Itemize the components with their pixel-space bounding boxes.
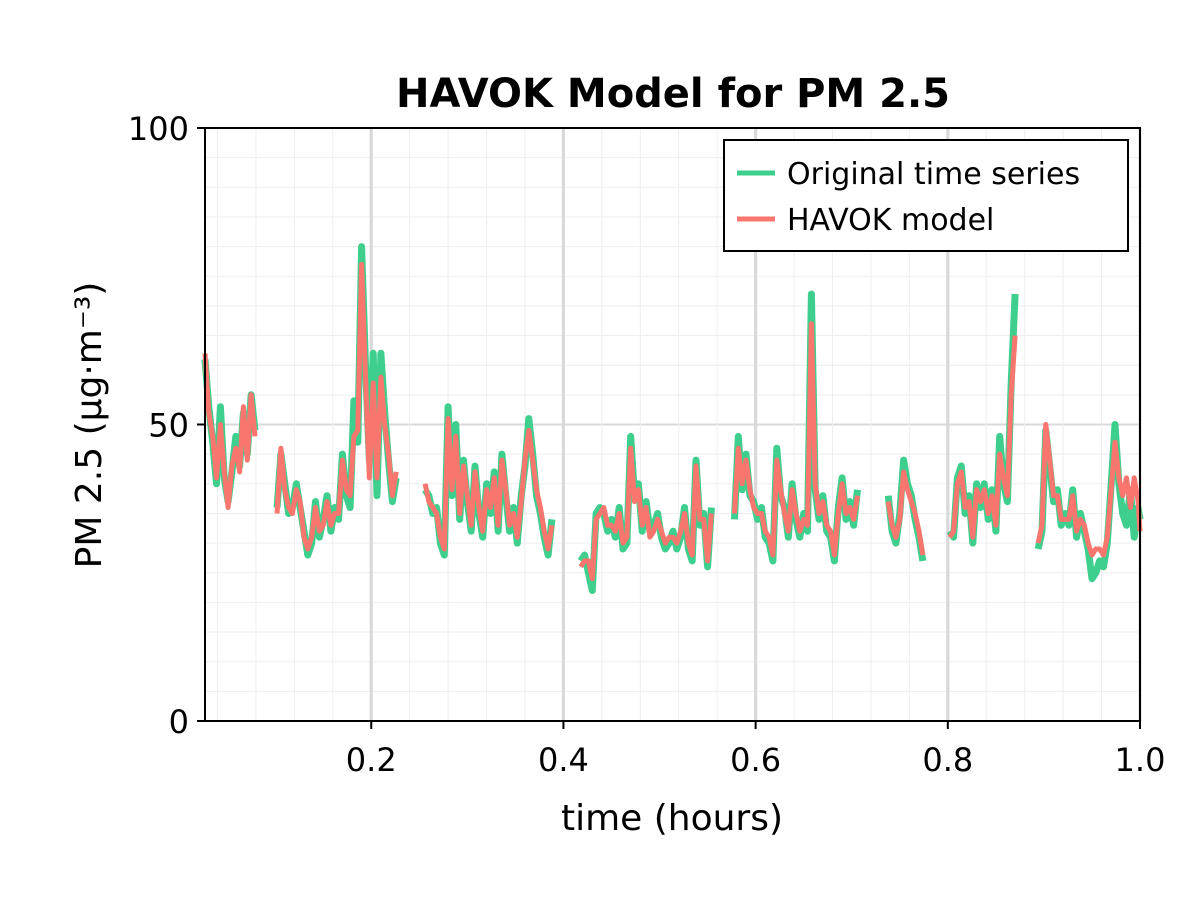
x-axis-label: time (hours) (561, 798, 783, 839)
x-tick-label: 1.0 (1115, 741, 1166, 779)
series-havok-segment (1035, 422, 1143, 558)
y-axis-label: PM 2.5 (μg·m⁻³) (69, 282, 110, 569)
y-tick-label: 0 (169, 703, 189, 741)
series-havok-segment (732, 321, 860, 558)
series-havok-segment (202, 353, 258, 510)
x-axis-ticks: 0.2 0.4 0.6 0.8 1.0 (346, 721, 1166, 779)
legend-label-havok: HAVOK model (787, 203, 994, 238)
series-layer (201, 243, 1144, 594)
y-tick-label: 50 (148, 407, 189, 445)
legend-label-original: Original time series (787, 157, 1080, 192)
series-havok-segment (885, 469, 926, 556)
legend: Original time series HAVOK model (723, 139, 1129, 252)
chart-title: HAVOK Model for PM 2.5 (396, 71, 950, 117)
x-tick-label: 0.4 (538, 741, 589, 779)
x-tick-label: 0.6 (730, 741, 781, 779)
legend-box (723, 139, 1129, 252)
y-tick-label: 100 (128, 110, 189, 148)
series-havok-segment (422, 416, 555, 552)
x-tick-label: 0.8 (922, 741, 973, 779)
series-havok (202, 261, 1143, 582)
series-havok-segment (274, 261, 399, 552)
series-havok-segment (947, 335, 1018, 540)
y-axis-ticks: 0 50 100 (128, 110, 205, 741)
series-havok-segment (578, 445, 714, 582)
x-tick-label: 0.2 (346, 741, 397, 779)
